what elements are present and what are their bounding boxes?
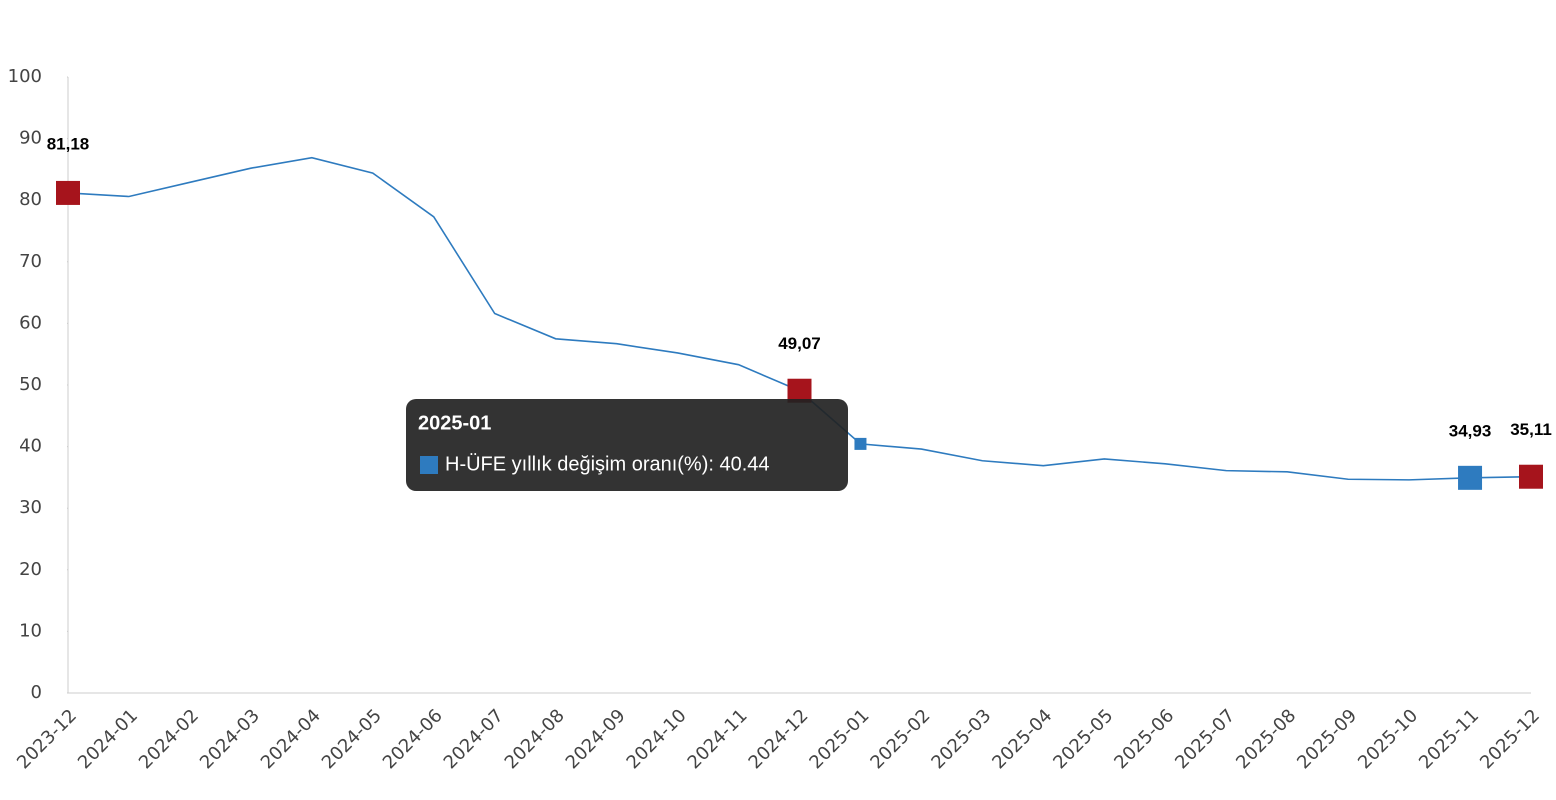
x-tick-label: 2024-05 <box>318 705 386 773</box>
y-tick-label: 50 <box>19 374 42 395</box>
tooltip-title: 2025-01 <box>418 412 491 434</box>
highlight-marker <box>1519 464 1543 489</box>
data-label: 81,18 <box>47 134 90 153</box>
tooltip-box <box>406 399 848 491</box>
data-label: 35,11 <box>1510 420 1552 439</box>
y-tick-label: 90 <box>19 128 42 149</box>
y-tick-label: 80 <box>19 189 42 210</box>
x-tick-label: 2025-02 <box>866 705 934 773</box>
y-tick-label: 100 <box>8 66 42 87</box>
x-tick-label: 2024-04 <box>257 705 325 773</box>
x-tick-label: 2025-05 <box>1049 705 1117 773</box>
highlight-marker <box>787 378 812 403</box>
x-tick-label: 2025-07 <box>1171 705 1239 773</box>
tooltip: 2025-01 H-ÜFE yıllık değişim oranı(%): 40… <box>406 399 848 491</box>
highlight-marker <box>56 180 80 205</box>
x-tick-label: 2025-01 <box>805 705 873 773</box>
x-tick-label: 2024-06 <box>379 705 447 773</box>
x-tick-label: 2024-12 <box>745 705 813 773</box>
x-tick-label: 2025-10 <box>1354 705 1422 773</box>
y-tick-label: 0 <box>31 682 42 703</box>
data-label: 34,93 <box>1449 421 1492 440</box>
y-tick-label: 20 <box>19 559 42 580</box>
x-tick-label: 2024-09 <box>562 705 630 773</box>
x-tick-label: 2024-03 <box>196 705 264 773</box>
y-tick-label: 40 <box>19 436 42 457</box>
x-tick-label: 2025-08 <box>1232 705 1300 773</box>
x-tick-label: 2025-12 <box>1476 705 1544 773</box>
tooltip-swatch <box>420 456 438 474</box>
x-tick-label: 2024-10 <box>623 705 691 773</box>
hover-marker <box>854 437 867 450</box>
x-tick-label: 2024-01 <box>74 705 142 773</box>
x-tick-label: 2025-11 <box>1415 705 1483 773</box>
x-tick-label: 2024-02 <box>135 705 203 773</box>
x-tick-label: 2023-12 <box>13 705 81 773</box>
x-tick-label: 2024-07 <box>440 705 508 773</box>
x-tick-label: 2024-11 <box>684 705 752 773</box>
y-tick-label: 10 <box>19 620 42 641</box>
y-tick-label: 70 <box>19 251 42 272</box>
x-tick-label: 2025-06 <box>1110 705 1178 773</box>
highlight-marker <box>1458 465 1483 490</box>
x-tick-label: 2024-08 <box>501 705 569 773</box>
y-tick-label: 60 <box>19 312 42 333</box>
x-tick-label: 2025-03 <box>927 705 995 773</box>
x-tick-label: 2025-09 <box>1293 705 1361 773</box>
y-tick-label: 30 <box>19 497 42 518</box>
x-tick-label: 2025-04 <box>988 705 1056 773</box>
tooltip-text: H-ÜFE yıllık değişim oranı(%): 40.44 <box>445 453 770 475</box>
data-label: 49,07 <box>778 334 821 353</box>
